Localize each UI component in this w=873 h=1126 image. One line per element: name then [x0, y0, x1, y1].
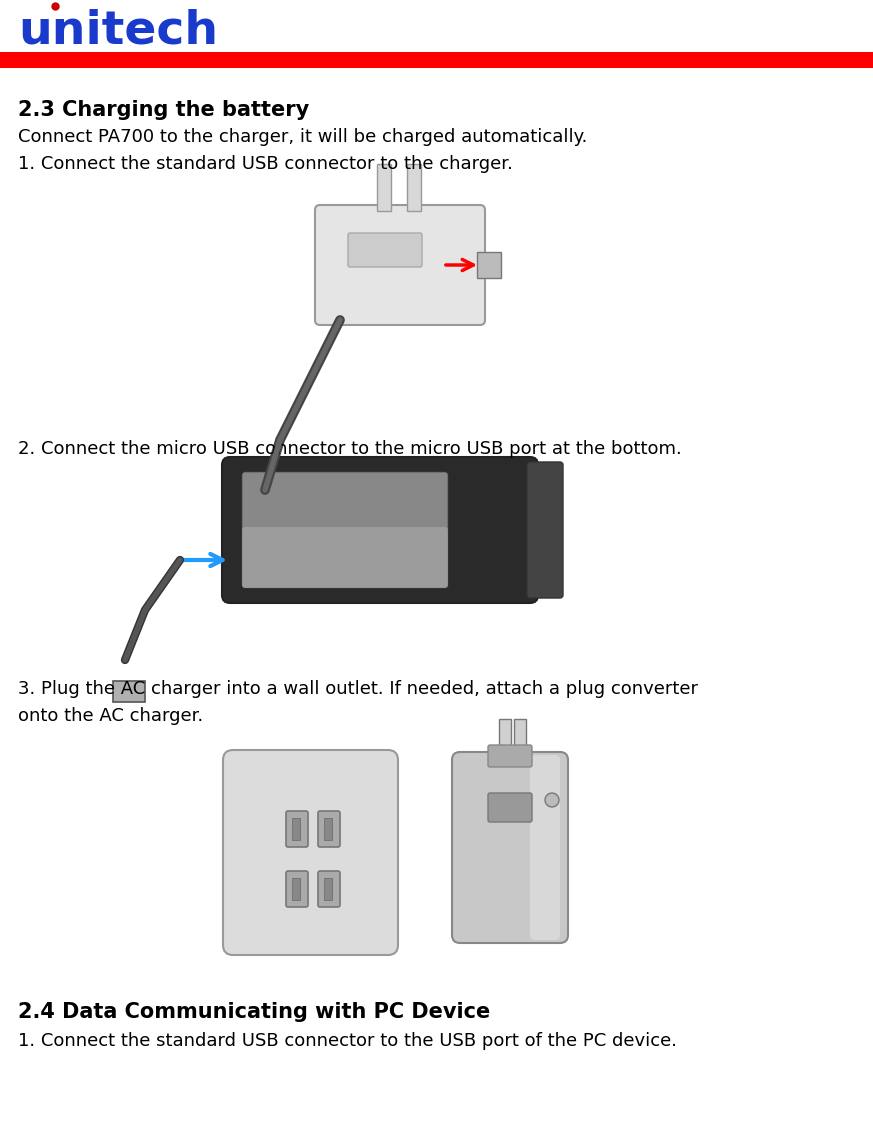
FancyBboxPatch shape — [242, 527, 448, 588]
FancyBboxPatch shape — [242, 472, 448, 588]
FancyBboxPatch shape — [248, 516, 290, 542]
FancyBboxPatch shape — [113, 681, 145, 701]
FancyBboxPatch shape — [223, 750, 398, 955]
FancyBboxPatch shape — [318, 872, 340, 908]
FancyBboxPatch shape — [530, 756, 560, 940]
FancyBboxPatch shape — [286, 872, 308, 908]
FancyBboxPatch shape — [318, 811, 340, 847]
FancyBboxPatch shape — [315, 205, 485, 325]
FancyBboxPatch shape — [514, 720, 526, 756]
Text: 3. Plug the AC charger into a wall outlet. If needed, attach a plug converter: 3. Plug the AC charger into a wall outle… — [18, 680, 698, 698]
FancyBboxPatch shape — [499, 720, 511, 756]
FancyBboxPatch shape — [348, 233, 422, 267]
Text: unitech: unitech — [18, 8, 218, 53]
FancyBboxPatch shape — [324, 817, 332, 840]
FancyBboxPatch shape — [488, 793, 532, 822]
FancyBboxPatch shape — [324, 878, 332, 900]
Text: 1. Connect the standard USB connector to the charger.: 1. Connect the standard USB connector to… — [18, 155, 512, 173]
Text: Connect PA700 to the charger, it will be charged automatically.: Connect PA700 to the charger, it will be… — [18, 128, 588, 146]
Text: 2.4 Data Communicating with PC Device: 2.4 Data Communicating with PC Device — [18, 1002, 491, 1022]
Ellipse shape — [545, 793, 559, 807]
Text: onto the AC charger.: onto the AC charger. — [18, 707, 203, 725]
FancyBboxPatch shape — [286, 811, 308, 847]
FancyBboxPatch shape — [488, 745, 532, 767]
FancyBboxPatch shape — [452, 752, 568, 942]
FancyBboxPatch shape — [477, 252, 501, 278]
FancyBboxPatch shape — [292, 817, 300, 840]
Text: 2.3 Charging the battery: 2.3 Charging the battery — [18, 100, 309, 120]
FancyBboxPatch shape — [377, 164, 391, 211]
Text: 1. Connect the standard USB connector to the USB port of the PC device.: 1. Connect the standard USB connector to… — [18, 1033, 677, 1051]
FancyBboxPatch shape — [407, 164, 421, 211]
Bar — [0, 52, 873, 68]
FancyBboxPatch shape — [527, 462, 563, 598]
FancyBboxPatch shape — [292, 878, 300, 900]
FancyBboxPatch shape — [222, 457, 538, 604]
Text: 2. Connect the micro USB connector to the micro USB port at the bottom.: 2. Connect the micro USB connector to th… — [18, 440, 682, 458]
FancyBboxPatch shape — [253, 521, 283, 537]
